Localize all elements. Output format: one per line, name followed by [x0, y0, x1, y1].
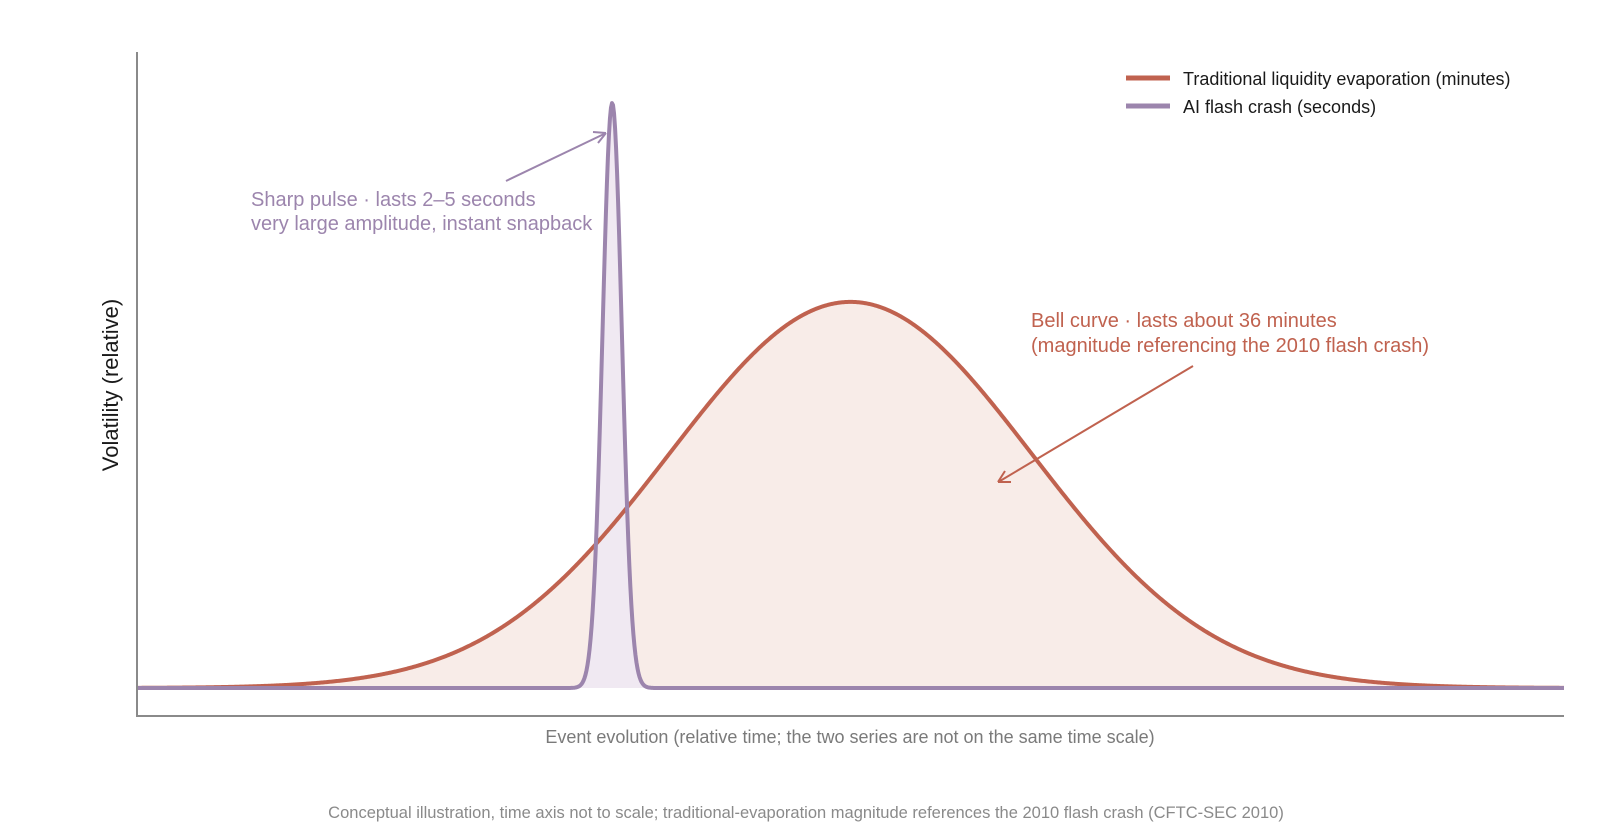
footnote: Conceptual illustration, time axis not t…	[328, 804, 1284, 822]
annotation-ai-line-1: Sharp pulse · lasts 2–5 seconds	[251, 189, 536, 211]
ai-series-line	[136, 101, 1565, 690]
legend-label-traditional: Traditional liquidity evaporation (minut…	[1183, 69, 1511, 89]
x-axis-label: Event evolution (relative time; the two …	[545, 727, 1154, 747]
y-axis-label: Volatility (relative)	[98, 299, 123, 471]
legend: Traditional liquidity evaporation (minut…	[1126, 69, 1511, 117]
annotation-bell-line-2: (magnitude referencing the 2010 flash cr…	[1031, 335, 1429, 357]
annotation-ai-arrow	[505, 133, 605, 182]
traditional-area-fill	[137, 301, 1564, 688]
annotation-ai-arrowhead	[592, 131, 607, 144]
annotation-ai-pulse: Sharp pulse · lasts 2–5 seconds very lar…	[251, 131, 607, 235]
traditional-series-line	[136, 299, 1565, 690]
annotation-bell-arrow	[999, 365, 1194, 482]
annotation-bell-curve: Bell curve · lasts about 36 minutes (mag…	[997, 310, 1429, 483]
annotation-ai-line-2: very large amplitude, instant snapback	[251, 213, 593, 235]
annotation-bell-line-1: Bell curve · lasts about 36 minutes	[1031, 310, 1337, 332]
legend-label-ai: AI flash crash (seconds)	[1183, 97, 1376, 117]
annotation-bell-arrowhead	[997, 470, 1011, 483]
